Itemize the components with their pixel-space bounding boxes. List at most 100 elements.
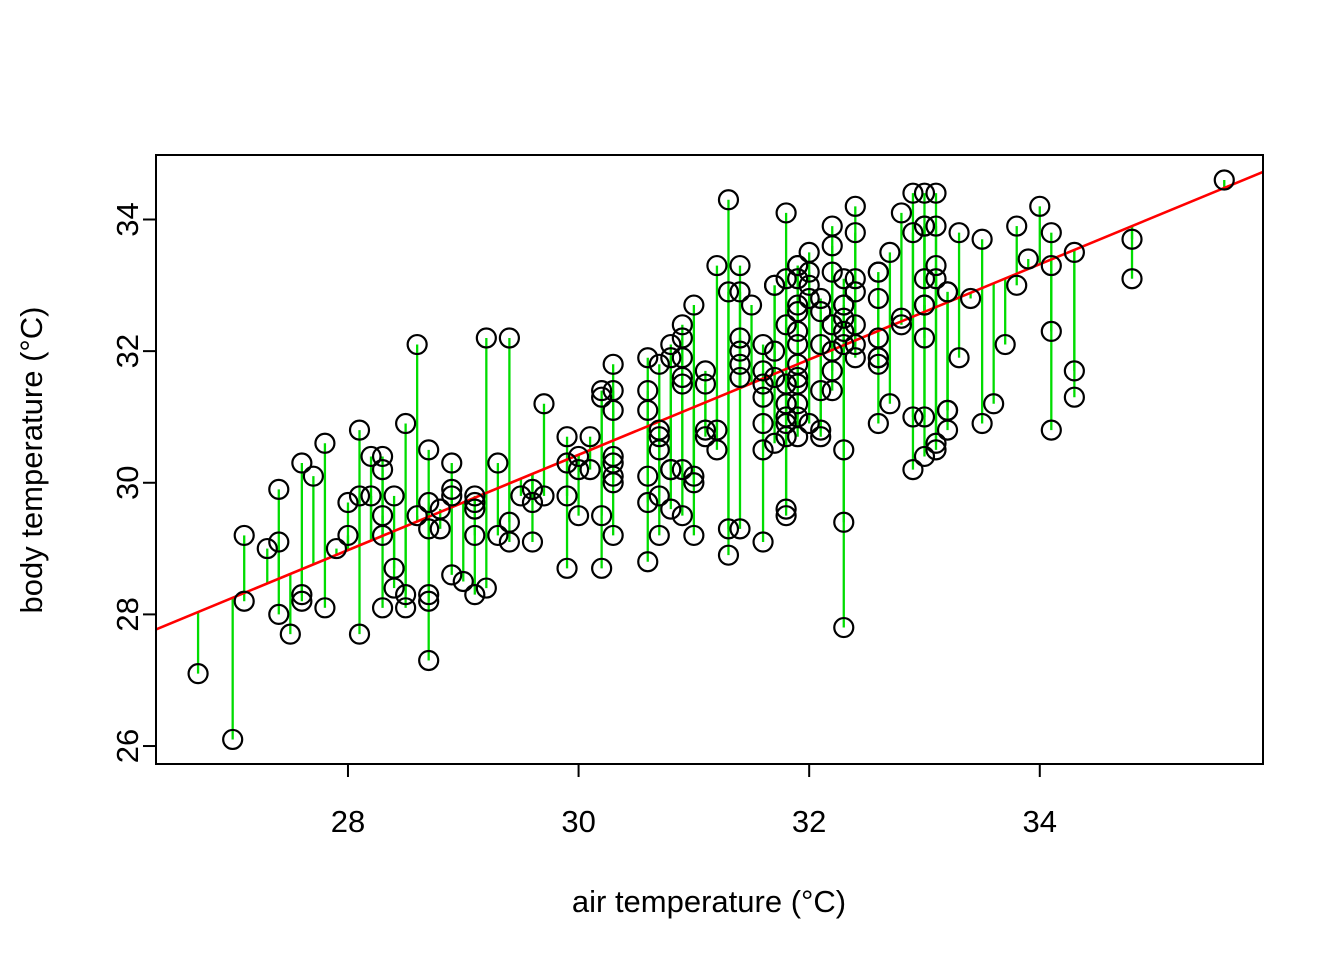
data-point [810, 333, 832, 356]
data-point [959, 287, 982, 310]
data-point [660, 498, 682, 520]
data-point [787, 366, 809, 389]
data-point [291, 452, 313, 474]
data-point [925, 268, 947, 290]
data-point [648, 524, 670, 547]
data-point [371, 524, 394, 547]
data-point [418, 584, 440, 606]
data-point [660, 333, 682, 356]
data-point [671, 505, 693, 527]
data-point [879, 241, 901, 264]
data-point [948, 222, 970, 244]
data-point [890, 202, 913, 224]
data-point [291, 590, 313, 612]
data-point [441, 478, 463, 500]
data-point [602, 472, 624, 494]
data-point [729, 340, 751, 362]
data-point [464, 584, 486, 606]
data-point [925, 182, 947, 204]
data-point [464, 524, 486, 547]
data-point [348, 419, 371, 441]
data-point [579, 426, 601, 448]
data-point [371, 597, 394, 619]
data-point [925, 432, 947, 454]
data-point [1121, 228, 1143, 250]
data-point [348, 485, 371, 507]
data-point [913, 406, 936, 428]
data-point [637, 465, 659, 487]
data-point [694, 419, 717, 441]
data-point [706, 439, 728, 461]
data-point [233, 524, 255, 547]
data-point [810, 426, 832, 448]
data-point [717, 281, 740, 303]
data-point [833, 294, 855, 316]
data-point [810, 301, 832, 323]
data-point [821, 380, 843, 402]
data-point [902, 182, 924, 204]
data-point [983, 393, 1005, 415]
data-point [602, 399, 624, 421]
y-tick-label: 34 [110, 202, 145, 236]
data-point [1040, 419, 1062, 441]
data-point [867, 353, 889, 375]
data-point [775, 412, 797, 435]
data-point [844, 268, 866, 290]
data-point [556, 557, 578, 579]
data-point [268, 603, 290, 625]
data-point [441, 452, 463, 474]
data-point [441, 485, 463, 507]
data-point [222, 728, 244, 751]
data-point [660, 459, 682, 481]
data-point [533, 485, 555, 507]
data-point [936, 419, 959, 441]
data-point [787, 294, 809, 316]
data-point [406, 505, 428, 527]
data-point [844, 195, 866, 217]
data-point [1006, 215, 1028, 237]
data-point [498, 327, 520, 349]
y-tick-label: 28 [110, 597, 145, 631]
data-point [637, 551, 659, 573]
data-point [1040, 320, 1062, 342]
data-point [787, 254, 809, 277]
data-point [902, 459, 924, 481]
data-point [395, 584, 417, 606]
data-point [591, 505, 613, 527]
data-point [325, 537, 348, 560]
data-point [694, 426, 717, 448]
data-point [833, 268, 855, 290]
data-point [833, 616, 855, 639]
data-point [395, 412, 417, 435]
data-point [810, 419, 832, 441]
data-point [833, 307, 855, 329]
data-point [821, 261, 843, 283]
x-tick-label: 34 [1023, 804, 1057, 839]
data-point [637, 399, 659, 421]
data-point [763, 274, 786, 296]
data-point [763, 340, 786, 362]
data-point [1017, 248, 1039, 270]
data-point [717, 518, 740, 540]
data-point [1213, 169, 1235, 191]
data-point [729, 518, 751, 540]
data-point [1006, 274, 1028, 296]
data-point [371, 445, 394, 468]
data-point [787, 320, 809, 342]
data-point [348, 623, 371, 645]
data-point [429, 518, 451, 540]
data-point [256, 537, 278, 560]
data-point [556, 426, 578, 448]
data-point [521, 478, 544, 500]
data-point [671, 366, 693, 389]
y-tick-label: 32 [110, 334, 145, 368]
data-point [821, 314, 843, 336]
data-point [360, 445, 382, 468]
data-point [913, 327, 936, 349]
data-point [418, 491, 440, 514]
data-point [867, 412, 889, 435]
data-point [810, 380, 832, 402]
data-point [683, 294, 705, 316]
data-point [844, 333, 866, 356]
